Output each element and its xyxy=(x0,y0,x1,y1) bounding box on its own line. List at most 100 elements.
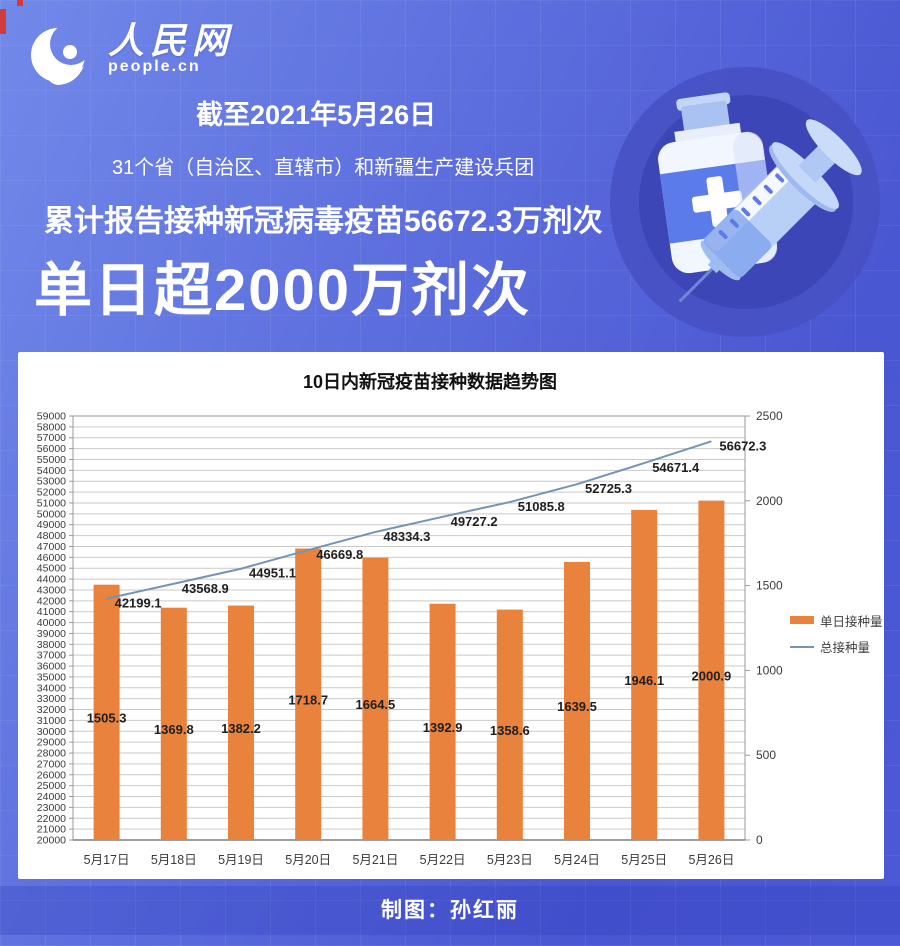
right-axis-label: 2000 xyxy=(756,494,783,508)
x-axis-label: 5月21日 xyxy=(352,853,398,867)
left-axis-label: 31000 xyxy=(37,715,66,727)
line-value-label: 43568.9 xyxy=(182,581,229,596)
bar-5月22日 xyxy=(429,603,456,840)
bar-5月19日 xyxy=(228,605,254,840)
line-value-label: 44951.1 xyxy=(249,566,296,581)
people-cn-logo-text: 人民网 people.cn xyxy=(108,22,234,76)
banner-cumulative-line: 累计报告接种新冠病毒疫苗56672.3万剂次 xyxy=(44,205,603,238)
left-axis-label: 40000 xyxy=(37,617,66,629)
logo-domain: people.cn xyxy=(108,58,201,75)
left-axis-label: 39000 xyxy=(37,628,66,640)
bar-value-label: 1946.1 xyxy=(624,673,664,688)
right-axis-label: 2500 xyxy=(756,409,783,423)
left-axis-label: 45000 xyxy=(37,563,66,575)
line-value-label: 52725.3 xyxy=(585,481,632,496)
left-axis-label: 50000 xyxy=(37,508,66,520)
x-axis-label: 5月17日 xyxy=(84,853,130,867)
bar-value-label: 1392.9 xyxy=(423,720,463,735)
left-axis-label: 38000 xyxy=(37,639,66,651)
bar-value-label: 1382.2 xyxy=(221,721,261,736)
legend-line-label: 总接种量 xyxy=(820,640,870,655)
people-cn-logo-icon xyxy=(26,22,98,97)
bar-5月20日 xyxy=(295,548,322,840)
left-axis-label: 55000 xyxy=(37,454,66,466)
footer-credit: 制图：孙红丽 xyxy=(381,899,519,922)
legend-bar-swatch xyxy=(790,616,814,624)
left-axis-label: 32000 xyxy=(37,704,66,716)
bar-value-label: 1369.8 xyxy=(154,722,194,737)
x-axis-label: 5月22日 xyxy=(420,853,466,867)
footer-band xyxy=(0,886,900,935)
left-axis-label: 25000 xyxy=(37,780,66,792)
bar-value-label: 2000.9 xyxy=(692,668,732,683)
left-axis-label: 24000 xyxy=(37,791,66,803)
corner-mark xyxy=(0,9,6,34)
banner-date-line: 截至2021年5月26日 xyxy=(196,100,437,130)
left-axis-label: 26000 xyxy=(37,769,66,781)
left-axis-label: 48000 xyxy=(37,530,66,542)
legend-bar-label: 单日接种量 xyxy=(820,614,883,629)
left-axis-label: 41000 xyxy=(37,606,66,618)
bar-value-label: 1358.6 xyxy=(490,723,530,738)
trend-line xyxy=(106,440,712,600)
left-axis-label: 27000 xyxy=(37,758,66,770)
bar-5月23日 xyxy=(496,609,523,840)
bar-value-label: 1718.7 xyxy=(288,692,328,707)
left-axis-label: 34000 xyxy=(37,682,66,694)
right-axis-label: 500 xyxy=(756,748,776,762)
x-axis-label: 5月25日 xyxy=(621,853,667,867)
left-axis-label: 52000 xyxy=(37,487,66,499)
x-axis-label: 5月24日 xyxy=(554,853,600,867)
logo-name: 人民网 xyxy=(108,20,235,61)
left-axis-label: 46000 xyxy=(37,552,66,564)
bar-5月26日 xyxy=(698,500,725,840)
corner-mark xyxy=(17,0,23,6)
left-axis-label: 29000 xyxy=(37,737,66,749)
bar-value-label: 1505.3 xyxy=(87,710,127,725)
x-axis-label: 5月19日 xyxy=(218,853,264,867)
x-axis-label: 5月20日 xyxy=(285,853,331,867)
left-axis-label: 37000 xyxy=(37,650,66,662)
bar-value-label: 1639.5 xyxy=(557,699,597,714)
bar-5月24日 xyxy=(564,561,590,840)
left-axis-label: 51000 xyxy=(37,497,66,509)
line-value-label: 46669.8 xyxy=(316,547,363,562)
left-axis-label: 57000 xyxy=(37,432,66,444)
left-axis-label: 59000 xyxy=(37,411,66,423)
left-axis-label: 35000 xyxy=(37,671,66,683)
left-axis-label: 23000 xyxy=(37,802,66,814)
bar-5月21日 xyxy=(362,557,389,840)
syringe-icon xyxy=(678,119,862,303)
right-axis-label: 0 xyxy=(756,833,763,847)
banner-headline: 单日超2000万剂次 xyxy=(34,258,532,323)
line-value-label: 48334.3 xyxy=(383,529,430,544)
left-axis-label: 20000 xyxy=(37,835,66,847)
right-axis-label: 1000 xyxy=(756,663,783,677)
left-axis-label: 49000 xyxy=(37,519,66,531)
left-axis-label: 43000 xyxy=(37,584,66,596)
left-axis-label: 22000 xyxy=(37,813,66,825)
line-value-label: 49727.2 xyxy=(451,514,498,529)
left-axis-label: 21000 xyxy=(37,824,66,836)
chart-title: 10日内新冠疫苗接种数据趋势图 xyxy=(303,371,557,392)
vaccine-illustration xyxy=(600,55,900,360)
left-axis-label: 56000 xyxy=(37,443,66,455)
bar-5月17日 xyxy=(93,584,120,840)
line-value-label: 56672.3 xyxy=(719,438,766,453)
left-axis-label: 28000 xyxy=(37,748,66,760)
bar-value-label: 1664.5 xyxy=(356,697,396,712)
left-axis-label: 36000 xyxy=(37,661,66,673)
banner-scope-line: 31个省（自治区、直辖市）和新疆生产建设兵团 xyxy=(112,157,535,179)
trend-chart: 10日内新冠疫苗接种数据趋势图 5900058000570005600055000… xyxy=(37,371,883,867)
left-axis-label: 47000 xyxy=(37,541,66,553)
bar-5月18日 xyxy=(160,607,187,840)
left-axis-label: 30000 xyxy=(37,726,66,738)
bar-5月25日 xyxy=(631,509,658,840)
x-axis-label: 5月18日 xyxy=(151,853,197,867)
line-value-label: 54671.4 xyxy=(652,460,700,475)
line-value-label: 42199.1 xyxy=(115,596,162,611)
x-axis-label: 5月26日 xyxy=(688,853,734,867)
left-axis-label: 42000 xyxy=(37,595,66,607)
left-axis-label: 44000 xyxy=(37,574,66,586)
